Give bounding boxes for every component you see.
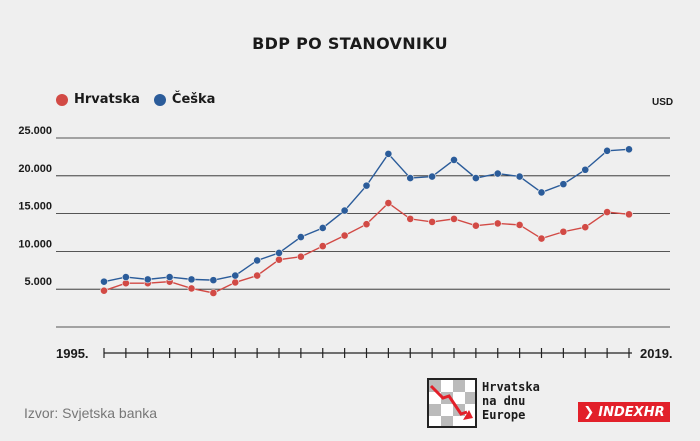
data-point-hrvatska [406, 214, 415, 223]
data-point-hrvatska [493, 219, 502, 228]
chart-grid [56, 137, 670, 328]
data-point-hrvatska [209, 289, 218, 297]
source-text: Izvor: Svjetska banka [24, 405, 158, 421]
data-point-ceska [493, 169, 502, 178]
legend-dot-hrvatska [56, 93, 68, 106]
data-point-hrvatska [581, 223, 590, 232]
data-point-ceska [340, 206, 349, 215]
data-point-ceska [471, 174, 480, 182]
data-point-hrvatska [471, 221, 480, 230]
data-point-hrvatska [318, 242, 327, 251]
x-start-label: 1995. [56, 346, 89, 361]
data-point-ceska [515, 172, 524, 181]
data-point-ceska [318, 224, 327, 232]
data-point-ceska [362, 181, 371, 190]
data-point-hrvatska [559, 227, 568, 236]
y-tick-label: 20.000 [18, 163, 52, 175]
data-point-hrvatska [603, 208, 612, 216]
data-point-ceska [537, 188, 546, 197]
data-point-hrvatska [340, 231, 349, 240]
data-point-ceska [384, 149, 393, 158]
y-tick-label: 15.000 [18, 201, 52, 213]
data-point-hrvatska [275, 255, 283, 264]
x-axis: 1995. 2019. [56, 346, 673, 361]
data-point-hrvatska [253, 271, 262, 280]
chevron-right-icon: ❯ [583, 404, 595, 420]
legend-item-hrvatska: Hrvatska [56, 92, 140, 107]
data-point-hrvatska [625, 210, 633, 219]
data-point-ceska [625, 145, 633, 154]
data-point-ceska [296, 233, 305, 241]
brand-line-1: Hrvatska [482, 380, 540, 394]
data-point-ceska [187, 275, 196, 284]
data-point-ceska [603, 146, 612, 155]
data-point-ceska [581, 165, 590, 174]
series-line-ceska [103, 148, 630, 283]
chart-title: BDP PO STANOVNIKU [252, 34, 448, 53]
x-end-label: 2019. [640, 346, 673, 361]
data-point-hrvatska [231, 278, 240, 287]
y-tick-labels: 5.000 10.000 15.000 20.000 25.000 [18, 125, 52, 288]
data-point-hrvatska [428, 218, 437, 226]
data-point-hrvatska [362, 220, 371, 229]
data-point-ceska [450, 156, 458, 164]
legend-label-ceska: Češka [171, 92, 216, 107]
brand-text: Hrvatska na dnu Europe [482, 380, 540, 422]
data-point-ceska [121, 273, 130, 282]
legend-label-hrvatska: Hrvatska [74, 92, 140, 107]
brand-line-3: Europe [482, 408, 526, 422]
series-points [100, 145, 633, 297]
y-tick-label: 10.000 [18, 238, 52, 250]
brand-logo-icon [427, 378, 477, 428]
data-point-ceska [428, 172, 437, 181]
brand-line-2: na dnu [482, 394, 526, 408]
series-line-hrvatska [103, 202, 630, 294]
legend-item-ceska: Češka [153, 92, 216, 107]
data-point-ceska [231, 271, 240, 280]
data-point-hrvatska [100, 286, 108, 295]
data-point-ceska [100, 277, 108, 286]
index-hr-badge: ❯ INDEXHR [578, 402, 670, 422]
data-point-ceska [559, 180, 568, 189]
data-point-hrvatska [450, 214, 458, 223]
data-point-ceska [143, 275, 152, 284]
data-point-ceska [209, 276, 218, 285]
unit-label: USD [652, 97, 674, 108]
data-point-ceska [275, 249, 283, 257]
data-point-ceska [253, 256, 262, 265]
legend: Hrvatska Češka [56, 92, 229, 107]
data-point-hrvatska [187, 284, 196, 293]
data-point-hrvatska [384, 199, 393, 207]
data-point-ceska [406, 174, 415, 182]
data-point-hrvatska [537, 234, 546, 243]
index-hr-label: INDEXHR [598, 404, 665, 420]
y-tick-label: 25.000 [18, 125, 52, 137]
data-point-hrvatska [296, 252, 305, 261]
y-tick-label: 5.000 [24, 276, 52, 288]
data-point-hrvatska [515, 221, 524, 229]
legend-dot-ceska [153, 93, 166, 106]
data-point-ceska [165, 273, 174, 282]
